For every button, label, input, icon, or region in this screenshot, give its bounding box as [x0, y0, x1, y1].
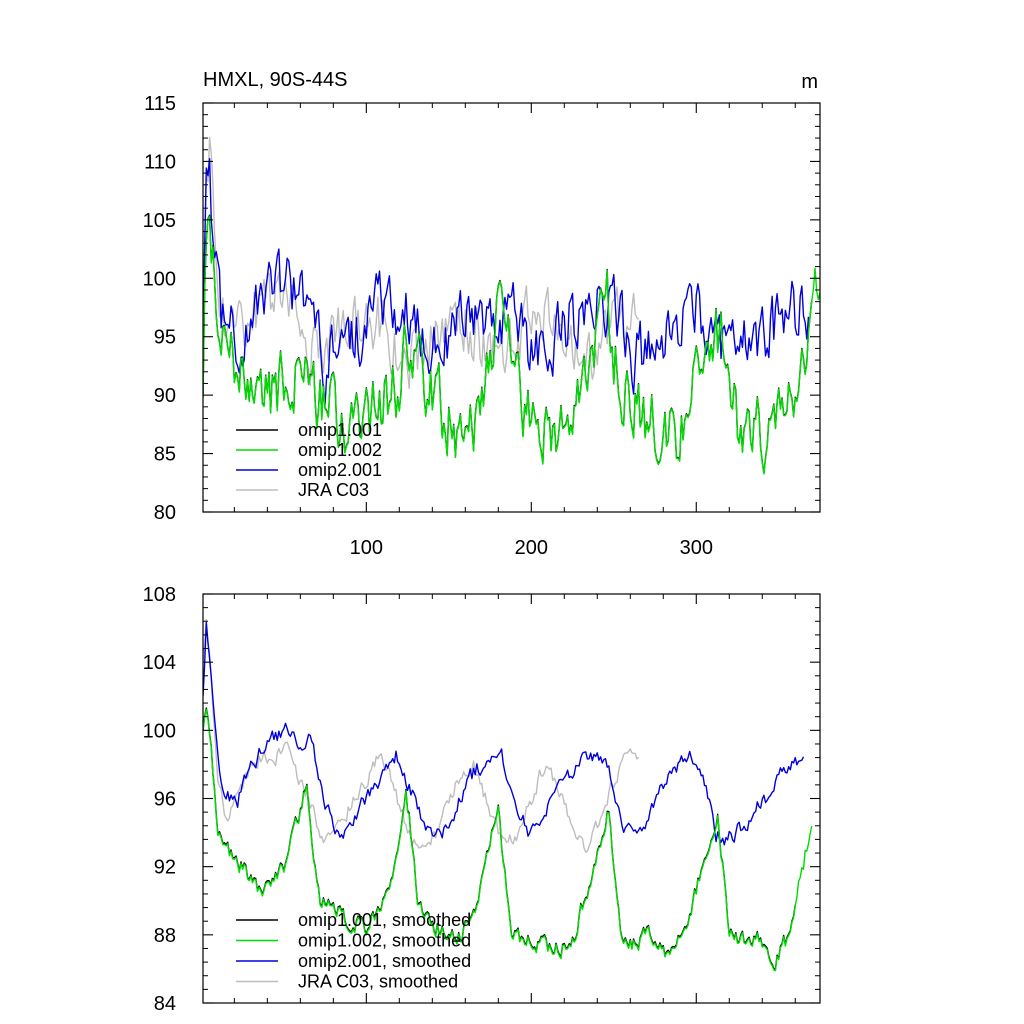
legend-label: omip2.001 [298, 460, 382, 480]
x-tick-label: 300 [680, 537, 713, 559]
series-line-jra-c03-smoothed [203, 618, 640, 853]
series-line-omip1-002 [203, 215, 820, 475]
y-tick-label: 85 [154, 444, 176, 466]
y-tick-label: 110 [144, 151, 176, 173]
series-line-omip1-002-smoothed [203, 708, 813, 972]
plot-area: 80 85 90 95 100 105 110 115 100 200 300 [143, 93, 821, 559]
y-tick-label: 90 [154, 385, 176, 407]
y-tick-label: 100 [143, 268, 176, 290]
y-tick-label: 84 [154, 993, 176, 1015]
y-tick-label: 115 [144, 93, 176, 115]
panel-top: HMXL, 90S-44S m 80 85 90 95 100 105 110 115 100 2… [143, 69, 821, 559]
legend-label: JRA C03 [298, 480, 369, 500]
units-label: m [801, 71, 818, 93]
y-tick-label: 92 [154, 857, 176, 879]
y-tick-label: 100 [143, 720, 176, 742]
panel-title: HMXL, 90S-44S [203, 69, 348, 91]
y-tick-label: 80 [154, 502, 176, 524]
y-tick-label: 96 [154, 789, 176, 811]
y-tick-label: 105 [143, 210, 176, 232]
y-tick-label: 108 [143, 584, 176, 606]
y-tick-label: 88 [154, 925, 176, 947]
axes-frame [202, 102, 821, 513]
legend-label: omip1.002 [298, 440, 382, 460]
y-tick-label: 104 [143, 652, 176, 674]
axes-frame [202, 593, 821, 1004]
x-tick-label: 100 [350, 537, 383, 559]
legend-label: JRA C03, smoothed [298, 972, 458, 992]
y-tick-label: 95 [154, 327, 176, 349]
x-tick-label: 200 [515, 537, 548, 559]
legend-label: omip1.001, smoothed [298, 910, 471, 930]
legend-label: omip2.001, smoothed [298, 951, 471, 971]
plot-area: 84 88 92 96 100 104 108 [143, 584, 821, 1015]
legend-label: omip1.001 [298, 420, 382, 440]
legend-label: omip1.002, smoothed [298, 931, 471, 951]
series-line-omip2-001-smoothed [203, 622, 805, 846]
series-line-omip1-001-smoothed [203, 707, 796, 970]
